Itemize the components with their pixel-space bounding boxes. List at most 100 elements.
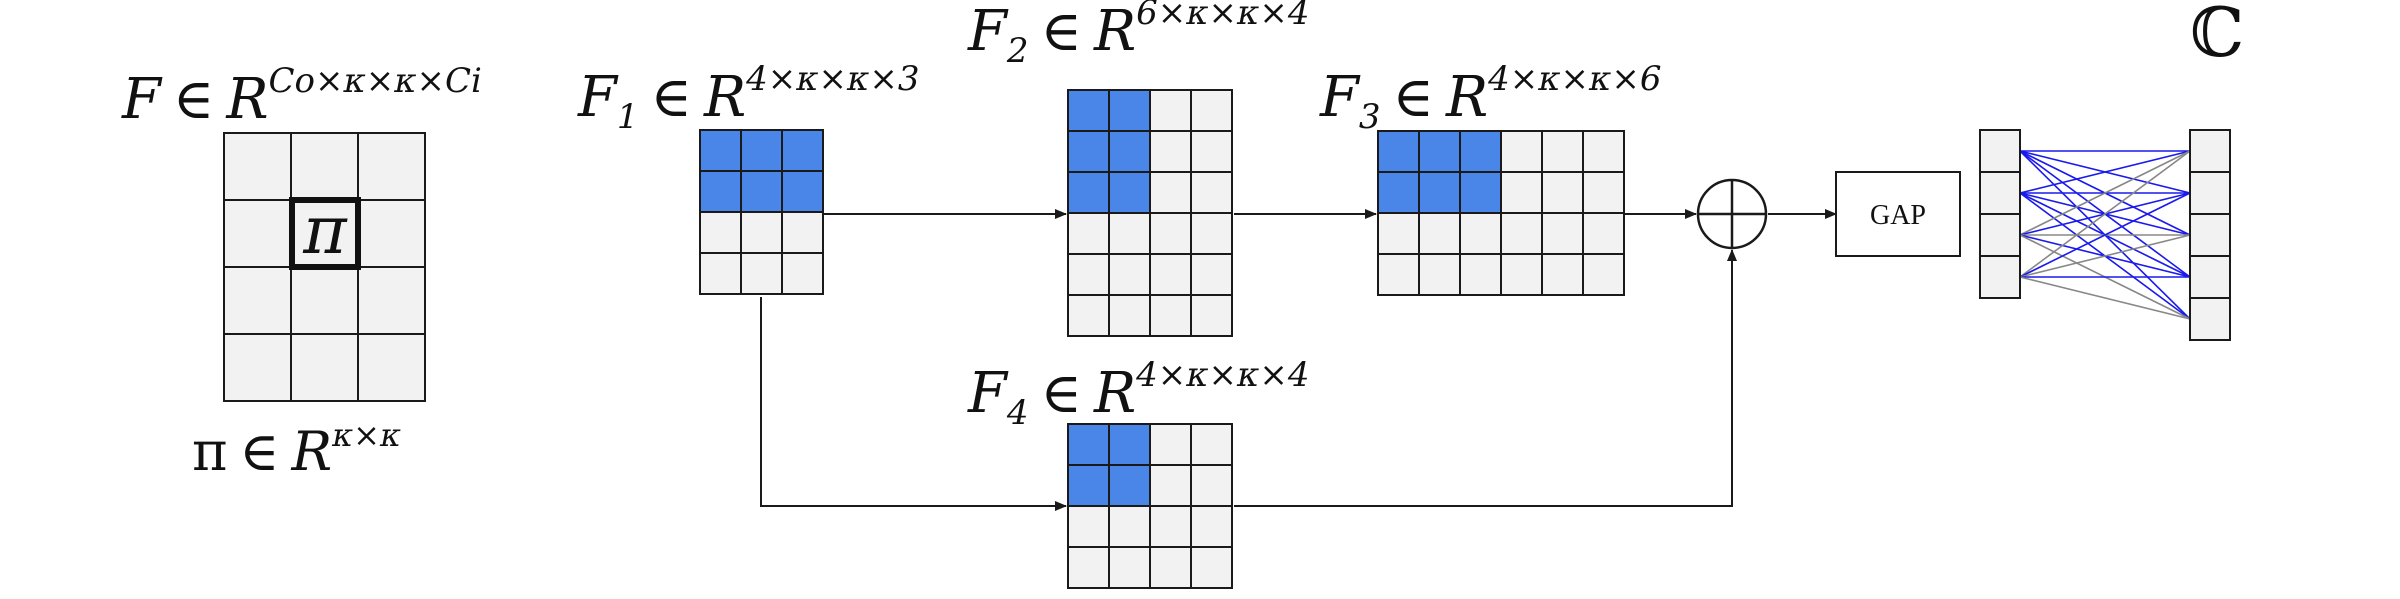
grid-cell [223,266,292,335]
f3-label: F3 ∈ R4×κ×κ×6 [1319,59,1661,137]
highlighted-cell [699,170,742,213]
fc-connections [2019,150,2191,320]
grid-cell [357,333,426,402]
grid-cell [699,252,742,295]
highlighted-cell [1067,423,1110,466]
grid-cell [290,132,359,201]
grid-cell [699,211,742,254]
fc-weight-inactive [2019,234,2191,278]
grid-cell [740,211,783,254]
f1-label: F1 ∈ R4×κ×κ×3 [577,59,919,137]
grid-cell [1582,130,1625,173]
grid-cell [223,333,292,402]
highlighted-cell [1067,89,1110,132]
fc-weight-active [2019,150,2191,194]
sum-operator-symbol: ⊕ [0,0,1,1]
grid-cell [1418,253,1461,296]
complex-field-symbol: ℂ [2190,0,2244,73]
highlighted-cell [781,170,824,213]
fc-input-column [1979,129,2021,299]
grid-cell [1190,89,1233,132]
grid-cell [1149,89,1192,132]
kernel-grid [223,132,426,402]
highlighted-cell [1067,464,1110,507]
f4-grid [1067,423,1233,589]
grid-cell [1582,171,1625,214]
arrow-f1-to-f4 [760,297,1067,511]
fc-input-node [1979,213,2021,257]
fc-output-node [2189,213,2231,257]
grid-cell [1067,294,1110,337]
grid-cell [781,252,824,295]
grid-cell [1459,253,1502,296]
grid-cell [1190,253,1233,296]
grid-cell [1377,212,1420,255]
grid-cell [1190,130,1233,173]
fc-weight-active [2019,192,2191,278]
grid-cell [1149,294,1192,337]
gap-box [1835,171,1961,257]
fc-output-column [2189,129,2231,341]
highlighted-cell [1459,130,1502,173]
f2-grid [1067,89,1233,337]
highlighted-cell [1108,89,1151,132]
fc-weight-inactive [2019,150,2191,278]
grid-cell [1149,130,1192,173]
highlighted-cell [1418,130,1461,173]
grid-cell [1149,546,1192,589]
grid-cell [1459,212,1502,255]
fc-input-node [1979,129,2021,173]
fc-output-node [2189,297,2231,341]
grid-cell [1149,505,1192,548]
grid-cell [1500,171,1543,214]
pi-definition-label: π ∈ Rκ×κ [192,416,401,483]
grid-cell [290,333,359,402]
grid-cell [1190,464,1233,507]
grid-cell [1582,253,1625,296]
grid-cell [1500,253,1543,296]
f3-grid [1377,130,1625,296]
fc-output-node [2189,255,2231,299]
grid-cell [1149,171,1192,214]
highlighted-cell [1067,171,1110,214]
grid-cell [1149,423,1192,466]
highlighted-cell [1418,171,1461,214]
grid-cell [1541,212,1584,255]
highlighted-cell [740,129,783,172]
highlighted-cell [740,170,783,213]
grid-cell [1149,464,1192,507]
grid-cell [1108,253,1151,296]
pi-cell-symbol: π [302,192,348,269]
grid-cell [357,132,426,201]
highlighted-cell [1108,130,1151,173]
grid-cell [1149,253,1192,296]
fc-weight-inactive [2019,276,2191,320]
grid-cell [1190,546,1233,589]
grid-cell [223,132,292,201]
grid-cell [1190,212,1233,255]
arrow-f4-to-sum [1234,249,1737,507]
grid-cell [1541,130,1584,173]
sum-operator [1696,178,1768,250]
grid-cell [1500,130,1543,173]
grid-cell [1190,171,1233,214]
grid-cell [357,199,426,268]
highlighted-cell [1108,171,1151,214]
grid-cell [1067,505,1110,548]
grid-cell [1149,212,1192,255]
grid-cell [1108,546,1151,589]
fc-input-node [1979,255,2021,299]
grid-cell [1418,212,1461,255]
highlighted-cell [1108,464,1151,507]
highlighted-cell [1067,130,1110,173]
kernel-label: F ∈ RCo×κ×κ×Ci [121,61,482,132]
grid-cell [1067,546,1110,589]
grid-cell [1190,423,1233,466]
gap-label: GAP [1870,200,1926,231]
fc-weight-inactive [2019,150,2191,236]
grid-cell [1067,253,1110,296]
grid-cell [1190,294,1233,337]
grid-cell [781,211,824,254]
highlighted-cell [1377,130,1420,173]
fc-output-node [2189,171,2231,215]
